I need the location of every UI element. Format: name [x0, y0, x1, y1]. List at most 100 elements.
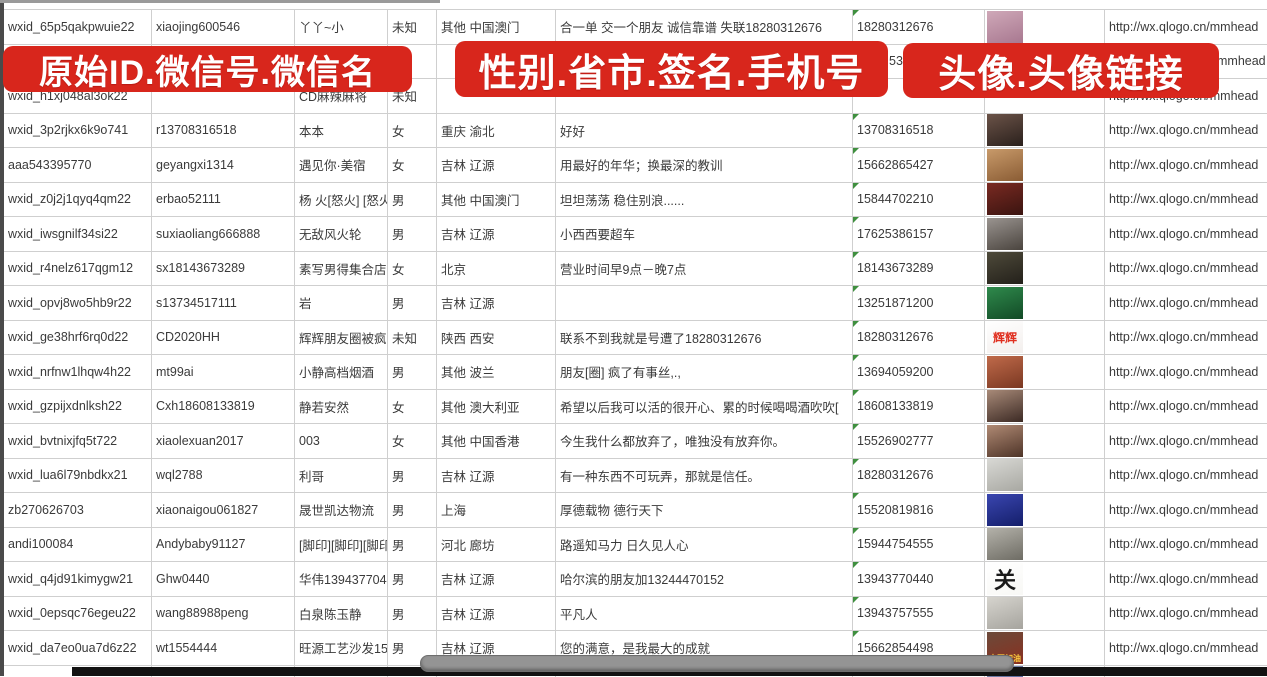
cell-avatar[interactable] [985, 217, 1105, 251]
cell-phone[interactable]: 15520819816 [853, 493, 985, 527]
cell-avatar[interactable] [985, 596, 1105, 630]
cell-region[interactable]: 重庆 渝北 [437, 113, 556, 147]
cell-phone[interactable]: 13708316518 [853, 113, 985, 147]
cell-avatar[interactable] [985, 148, 1105, 182]
cell-wechat-name[interactable]: 003 [295, 424, 388, 458]
cell-wechat-name[interactable]: 岩 [295, 286, 388, 320]
cell-gender[interactable]: 女 [388, 148, 437, 182]
cell-wechat-id[interactable]: xiaojing600546 [152, 10, 295, 44]
cell-wechat-id[interactable]: wql2788 [152, 458, 295, 492]
cell-original-id[interactable]: wxid_h1xj048al3ok22 [4, 79, 152, 113]
cell-signature[interactable] [556, 286, 853, 320]
cell-avatar-link[interactable]: http://wx.qlogo.cn/mmhead [1109, 364, 1259, 379]
cell-wechat-id[interactable]: xiaolexuan2017 [152, 424, 295, 458]
cell-wechat-id[interactable] [152, 79, 295, 113]
cell-original-id[interactable]: wxid_ge38hrf6rq0d22 [4, 320, 152, 354]
cell-signature[interactable]: 平凡人 [556, 596, 853, 630]
cell-avatar-link[interactable]: http://wx.qlogo.cn/mmhead [1109, 157, 1259, 172]
cell-region[interactable]: 其他 波兰 [437, 355, 556, 389]
cell-avatar[interactable] [985, 458, 1105, 492]
cell-avatar-link[interactable]: http://wx.qlogo.cn/mmhead [1109, 226, 1259, 241]
cell-wechat-id[interactable]: mt99ai [152, 355, 295, 389]
cell-signature[interactable]: 联系不到我就是号遭了18280312676 [556, 320, 853, 354]
cell-wechat-name[interactable]: 丫丫~小 [295, 10, 388, 44]
cell-phone[interactable]: 13251871200 [853, 286, 985, 320]
cell-avatar[interactable] [985, 355, 1105, 389]
cell-avatar-link[interactable]: http://wx.qlogo.cn/mmhead [1109, 640, 1259, 655]
cell-wechat-name[interactable]: [脚印][脚印][脚印][脚 [295, 527, 388, 561]
cell-gender[interactable]: 未知 [388, 10, 437, 44]
cell-phone[interactable]: 13694059200 [853, 355, 985, 389]
cell-phone[interactable]: 15944754555 [853, 527, 985, 561]
cell-phone[interactable]: 18280312676 [853, 10, 985, 44]
cell-gender[interactable]: 男 [388, 596, 437, 630]
cell-gender[interactable]: 男 [388, 355, 437, 389]
cell-wechat-id[interactable]: Andybaby91127 [152, 527, 295, 561]
cell-avatar[interactable] [985, 286, 1105, 320]
cell-original-id[interactable]: wxid_opvj8wo5hb9r22 [4, 286, 152, 320]
cell-region[interactable]: 陕西 西安 [437, 320, 556, 354]
cell-phone[interactable]: 18280312676 [853, 458, 985, 492]
cell-region[interactable]: 吉林 辽源 [437, 631, 556, 665]
cell-wechat-id[interactable]: geyangxi1314 [152, 148, 295, 182]
cell-wechat-name[interactable]: 无敌风火轮 [295, 217, 388, 251]
cell-phone[interactable]: 18608133819 [853, 389, 985, 423]
cell-avatar-link[interactable]: http://wx.qlogo.cn/mmhead [1109, 606, 1259, 621]
cell-gender[interactable]: 男 [388, 562, 437, 596]
cell-original-id[interactable]: wxid_iwsgnilf34si22 [4, 217, 152, 251]
cell-region[interactable]: 其他 澳大利亚 [437, 389, 556, 423]
cell-region[interactable]: 吉林 辽源 [437, 596, 556, 630]
cell-region[interactable]: 上海 [437, 493, 556, 527]
cell-wechat-name[interactable]: 本本 [295, 113, 388, 147]
cell-wechat-name[interactable]: 华伟13943770440 [295, 562, 388, 596]
cell-avatar[interactable] [985, 10, 1105, 44]
cell-gender[interactable]: 男 [388, 458, 437, 492]
cell-wechat-id[interactable]: wang88988peng [152, 596, 295, 630]
cell-signature[interactable]: 营业时间早9点－晚7点 [556, 251, 853, 285]
cell-gender[interactable]: 男 [388, 182, 437, 216]
cell-gender[interactable]: 男 [388, 631, 437, 665]
cell-wechat-id[interactable]: s13734517111 [152, 286, 295, 320]
cell-original-id[interactable]: wxid_da7eo0ua7d6z22 [4, 631, 152, 665]
cell-phone[interactable]: 17625386157 [853, 217, 985, 251]
cell-signature[interactable]: 今生我什么都放弃了，唯独没有放弃你。 [556, 424, 853, 458]
cell-original-id[interactable]: wxid_lua6l79nbdkx21 [4, 458, 152, 492]
cell-wechat-id[interactable]: sx18143673289 [152, 251, 295, 285]
cell-signature[interactable]: 厚德载物 德行天下 [556, 493, 853, 527]
cell-region[interactable]: 北京 [437, 251, 556, 285]
cell-original-id[interactable]: wxid_r4nelz617qgm12 [4, 251, 152, 285]
cell-wechat-name[interactable]: 晟世凯达物流 [295, 493, 388, 527]
cell-avatar-link[interactable]: http://wx.qlogo.cn/mmhead [1109, 123, 1259, 138]
cell-avatar[interactable] [985, 389, 1105, 423]
cell-avatar-link[interactable]: mmhead [1217, 54, 1266, 69]
cell-region[interactable]: 吉林 辽源 [437, 458, 556, 492]
cell-avatar-link[interactable]: http://wx.qlogo.cn/mmhead [1109, 399, 1259, 414]
cell-phone[interactable]: 15662865427 [853, 148, 985, 182]
cell-signature[interactable]: 好好 [556, 113, 853, 147]
cell-gender[interactable]: 女 [388, 424, 437, 458]
cell-original-id[interactable]: wxid_bvtnixjfq5t722 [4, 424, 152, 458]
cell-original-id[interactable]: wxid_nrfnw1lhqw4h22 [4, 355, 152, 389]
cell-phone[interactable]: 15662854498 [853, 631, 985, 665]
cell-avatar-link[interactable]: http://wx.qlogo.cn/mmhead [1109, 192, 1259, 207]
cell-avatar[interactable] [985, 182, 1105, 216]
cell-avatar[interactable] [985, 251, 1105, 285]
cell-region[interactable]: 吉林 辽源 [437, 217, 556, 251]
cell-avatar-link[interactable]: http://wx.qlogo.cn/mmhead [1109, 330, 1259, 345]
cell-phone[interactable]: 13943770440 [853, 562, 985, 596]
cell-region[interactable]: 吉林 辽源 [437, 148, 556, 182]
cell-gender[interactable]: 男 [388, 493, 437, 527]
cell-phone[interactable]: 18280312676 [853, 320, 985, 354]
cell-gender[interactable]: 未知 [388, 320, 437, 354]
cell-wechat-name[interactable]: 辉辉朋友圈被疯 [295, 320, 388, 354]
cell-avatar-link[interactable]: http://wx.qlogo.cn/mmhead [1109, 502, 1259, 517]
cell-signature[interactable]: 合一单 交一个朋友 诚信靠谱 失联18280312676 [556, 10, 853, 44]
cell-wechat-name[interactable]: 旺源工艺沙发15662854 [295, 631, 388, 665]
cell-avatar-link[interactable]: http://wx.qlogo.cn/mmhead [1109, 571, 1259, 586]
cell-avatar-link[interactable]: http://wx.qlogo.cn/mmhead [1109, 295, 1259, 310]
cell-avatar-link[interactable]: http://wx.qlogo.cn/mmhead [1109, 468, 1259, 483]
cell-phone[interactable]: 15844702210 [853, 182, 985, 216]
cell-avatar[interactable]: 关 [985, 562, 1105, 596]
cell-original-id[interactable]: wxid_3p2rjkx6k9o741 [4, 113, 152, 147]
cell-region[interactable]: 吉林 辽源 [437, 562, 556, 596]
